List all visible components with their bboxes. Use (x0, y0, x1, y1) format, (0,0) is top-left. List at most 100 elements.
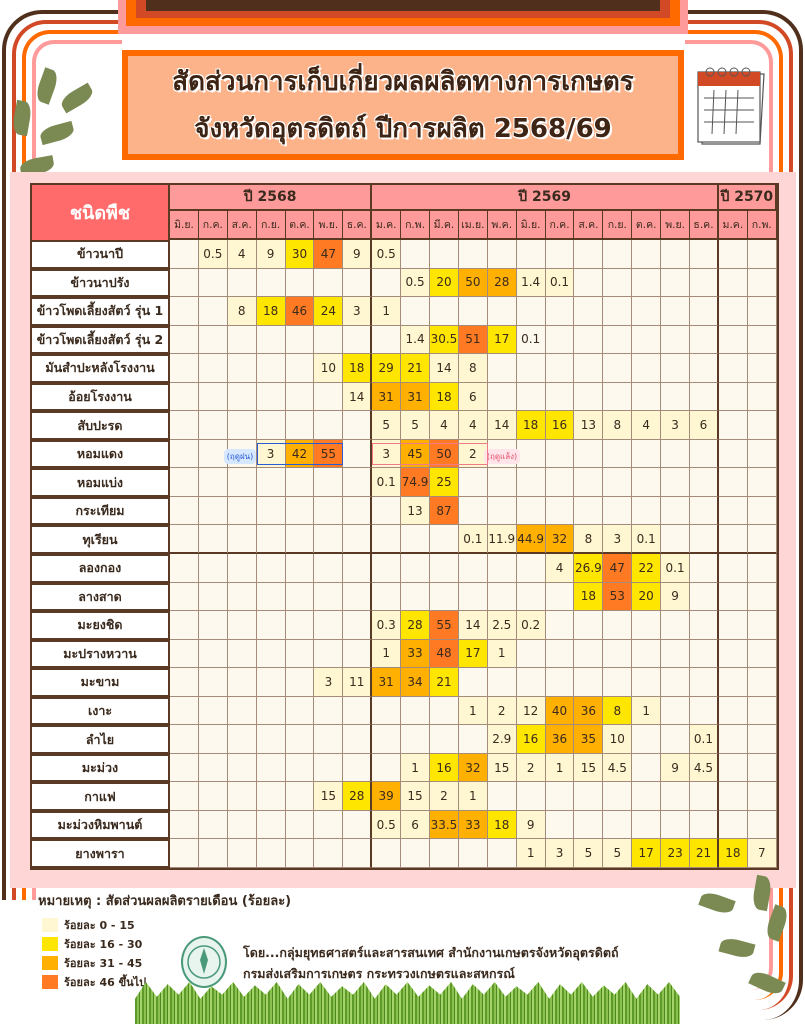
table-cell: 11 (343, 668, 373, 697)
table-cell (747, 725, 777, 754)
crop-name: ยางพารา (32, 839, 170, 869)
table-cell (690, 611, 719, 640)
table-cell (516, 496, 546, 526)
table-cell (227, 839, 257, 869)
crop-name: ลำไย (32, 725, 170, 754)
table-cell (401, 696, 431, 726)
table-cell (603, 354, 633, 383)
table-cell (343, 468, 373, 497)
table-cell: 1 (401, 753, 431, 783)
table-cell (314, 268, 344, 298)
table-cell: 14 (487, 411, 517, 440)
table-cell (314, 525, 344, 555)
table-cell: 31 (401, 382, 431, 412)
legend-item: ร้อยละ 31 - 45 (42, 953, 291, 972)
table-cell (603, 611, 633, 640)
table-cell (343, 839, 373, 869)
table-cell (198, 268, 228, 298)
page-title: สัดส่วนการเก็บเกี่ยวผลผลิตทางการเกษตร (172, 67, 634, 97)
credit: โดย...กลุ่มยุทธศาสตร์และสารสนเทศ สำนักงา… (243, 942, 619, 984)
table-cell (430, 240, 459, 269)
table-cell (256, 268, 286, 298)
table-cell: 34 (401, 668, 431, 697)
table-cell (198, 468, 228, 497)
month-header: ก.ย. (603, 211, 633, 240)
table-cell: 47 (603, 554, 633, 583)
table-cell (170, 696, 199, 726)
table-cell (690, 468, 719, 497)
table-cell (343, 525, 373, 555)
season-note: (ฤดูฝน) (223, 448, 257, 464)
table-cell (314, 325, 344, 355)
table-cell (661, 810, 691, 840)
table-cell: 33 (458, 810, 488, 840)
table-cell (170, 668, 199, 697)
table-cell (516, 668, 546, 697)
month-header: ส.ค. (574, 211, 604, 240)
table-cell (285, 468, 315, 497)
season-highlight-box (256, 442, 344, 466)
table-cell: 17 (632, 839, 662, 869)
table-cell (314, 582, 344, 612)
month-header: พ.ย. (314, 211, 344, 240)
table-cell (285, 411, 315, 440)
table-cell (747, 496, 777, 526)
table-cell (227, 554, 257, 583)
table-cell (458, 582, 488, 612)
crop-name: มะปรางหวาน (32, 639, 170, 669)
legend-item: ร้อยละ 0 - 15 (42, 915, 291, 934)
table-cell (718, 468, 748, 497)
table-cell (661, 782, 691, 811)
table-cell (603, 468, 633, 497)
table-cell: 35 (574, 725, 604, 754)
month-header: ธ.ค. (343, 211, 373, 240)
table-cell (747, 582, 777, 612)
table-cell (661, 354, 691, 383)
table-cell (516, 554, 546, 583)
table-cell (718, 325, 748, 355)
table-cell (545, 496, 575, 526)
month-header: ต.ค. (632, 211, 662, 240)
table-cell (256, 810, 286, 840)
table-cell (170, 839, 199, 869)
table-cell: 15 (574, 753, 604, 783)
table-cell (574, 354, 604, 383)
table-cell (430, 297, 459, 326)
table-cell (574, 611, 604, 640)
table-cell: 46 (285, 297, 315, 326)
table-cell: 9 (516, 810, 546, 840)
table-cell (718, 725, 748, 754)
table-cell: 45 (401, 439, 431, 469)
table-cell: 12 (516, 696, 546, 726)
table-cell (690, 668, 719, 697)
table-cell (690, 582, 719, 612)
harvest-table: ชนิดพืช ปี 2568 ปี 2569 ปี 2570 มิ.ย. ก.ค. ส.… (30, 183, 779, 871)
table-cell (314, 611, 344, 640)
table-cell (718, 240, 748, 269)
table-cell: 21 (401, 354, 431, 383)
table-cell (747, 411, 777, 440)
table-cell (430, 582, 459, 612)
table-cell (170, 325, 199, 355)
table-cell (198, 782, 228, 811)
table-cell (487, 468, 517, 497)
table-cell (632, 668, 662, 697)
table-cell: 47 (314, 240, 344, 269)
crop-name: มะม่วงหิมพานต์ (32, 810, 170, 840)
table-cell (198, 753, 228, 783)
table-cell (314, 696, 344, 726)
legend-label: ร้อยละ 0 - 15 (64, 918, 135, 932)
table-cell: 87 (430, 496, 459, 526)
table-cell (690, 525, 719, 555)
table-cell (256, 611, 286, 640)
crop-name: มะม่วง (32, 753, 170, 783)
table-cell: 0.1 (458, 525, 488, 555)
table-cell: 1.4 (401, 325, 431, 355)
table-cell (227, 439, 257, 469)
table-cell (314, 839, 344, 869)
table-cell: 0.1 (516, 325, 546, 355)
table-cell (285, 639, 315, 669)
crop-name: เงาะ (32, 696, 170, 726)
table-cell (170, 468, 199, 497)
table-cell (285, 554, 315, 583)
